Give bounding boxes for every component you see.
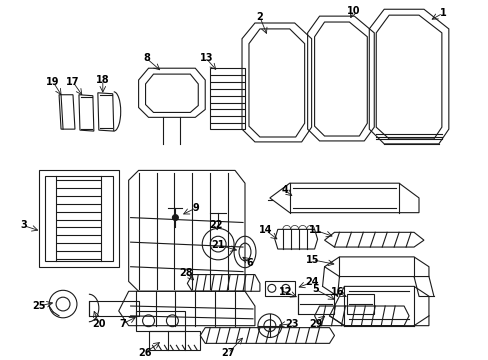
Text: 22: 22 <box>209 220 223 230</box>
Text: 5: 5 <box>311 284 318 294</box>
Text: 13: 13 <box>199 53 213 63</box>
Text: 8: 8 <box>143 53 150 63</box>
Text: 20: 20 <box>92 319 105 329</box>
Text: 26: 26 <box>138 348 151 358</box>
Text: 15: 15 <box>305 255 319 265</box>
Text: 2: 2 <box>256 12 263 22</box>
Text: 24: 24 <box>304 278 318 287</box>
Text: 10: 10 <box>346 6 359 16</box>
Text: 25: 25 <box>32 301 46 311</box>
Text: 4: 4 <box>281 185 287 195</box>
Text: 6: 6 <box>246 258 253 268</box>
Circle shape <box>172 215 178 221</box>
Text: 23: 23 <box>285 319 298 329</box>
Text: 11: 11 <box>308 225 322 235</box>
Text: 1: 1 <box>439 8 446 18</box>
Text: 3: 3 <box>20 220 26 230</box>
Text: 14: 14 <box>259 225 272 235</box>
Text: 19: 19 <box>46 77 60 87</box>
Text: 21: 21 <box>211 240 224 250</box>
Text: 9: 9 <box>192 203 199 213</box>
Text: 7: 7 <box>119 319 126 329</box>
Text: 16: 16 <box>330 287 344 297</box>
Text: 12: 12 <box>279 287 292 297</box>
Text: 18: 18 <box>96 75 109 85</box>
Text: 29: 29 <box>308 319 322 329</box>
Text: 27: 27 <box>221 348 234 358</box>
Text: 28: 28 <box>179 267 193 278</box>
Text: 17: 17 <box>66 77 80 87</box>
